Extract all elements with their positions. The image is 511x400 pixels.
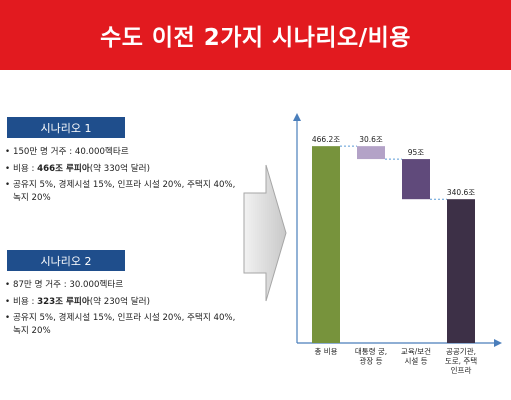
category-label-4-line-3: 인프라 — [451, 365, 472, 375]
category-label-2-line-2: 광장 등 — [359, 356, 382, 366]
scenario1-landuse-text: 공유지 5%, 경제시설 15%, 인프라 시설 20%, 주택지 40%, 녹… — [13, 180, 236, 203]
category-label-3-line-2: 시설 등 — [404, 357, 427, 366]
scenario1-cost-value: 466조 루피아 — [37, 163, 90, 174]
scenario2-population-text: 87만 명 거주 : 30.000헥타르 — [13, 280, 124, 290]
scenario2-cost-value: 323조 루피아 — [37, 296, 90, 307]
bar-3 — [402, 159, 430, 200]
category-label-4-line-2: 도로, 주택 — [445, 356, 477, 366]
bar-4 — [447, 199, 475, 343]
scenario1-cost-usd: (약 330억 달러) — [89, 163, 150, 174]
bar-2 — [357, 146, 385, 160]
category-label-1-line-1: 총 비용 — [314, 347, 337, 356]
x-axis-arrowhead — [494, 339, 502, 347]
scenario1-header-label: 시나리오 1 — [40, 121, 92, 135]
scenario2-cost-prefix: 비용 : — [13, 296, 38, 307]
scenario2-bullet-population: 87만 명 거주 : 30.000헥타르 — [4, 279, 244, 292]
data-label-2: 30.6조 — [359, 135, 383, 144]
category-label-3-line-1: 교육/보건 — [401, 346, 431, 356]
data-label-1: 466.2조 — [312, 135, 340, 144]
scenario2-bullet-cost: 비용 : 323조 루피아(약 230억 달러) — [4, 296, 244, 309]
title-bar: 수도 이전 2가지 시나리오/비용 — [0, 0, 511, 70]
data-label-4: 340.6조 — [447, 188, 475, 197]
scenario2-header: 시나리오 2 — [7, 250, 125, 271]
bar-1 — [312, 146, 340, 343]
right-arrow-icon — [243, 164, 287, 302]
scenario2-cost-usd: (약 230억 달러) — [89, 296, 150, 307]
scenario2-bullet-landuse: 공유지 5%, 경제시설 15%, 인프라 시설 20%, 주택지 40%, 녹… — [4, 312, 244, 337]
scenario1-population-text: 150만 명 거주 : 40.000헥타르 — [13, 147, 129, 157]
scenario2-header-label: 시나리오 2 — [40, 254, 92, 268]
scenario1-cost-prefix: 비용 : — [13, 163, 38, 174]
scenario2-landuse-text: 공유지 5%, 경제시설 15%, 인프라 시설 20%, 주택지 40%, 녹… — [13, 313, 236, 336]
scenario2-bullets: 87만 명 거주 : 30.000헥타르 비용 : 323조 루피아(약 230… — [4, 279, 244, 341]
scenario1-bullet-population: 150만 명 거주 : 40.000헥타르 — [4, 146, 244, 159]
data-label-3: 95조 — [408, 148, 425, 157]
scenario1-header: 시나리오 1 — [7, 117, 125, 138]
scenario1-bullet-landuse: 공유지 5%, 경제시설 15%, 인프라 시설 20%, 주택지 40%, 녹… — [4, 179, 244, 204]
scenario1-bullets: 150만 명 거주 : 40.000헥타르 비용 : 466조 루피아(약 33… — [4, 146, 244, 208]
category-label-2-line-1: 대통령 궁, — [355, 347, 387, 356]
page-title: 수도 이전 2가지 시나리오/비용 — [100, 25, 411, 51]
y-axis-arrowhead — [293, 113, 301, 121]
category-label-4-line-1: 공공기관, — [446, 346, 476, 356]
scenario1-bullet-cost: 비용 : 466조 루피아(약 330억 달러) — [4, 163, 244, 176]
